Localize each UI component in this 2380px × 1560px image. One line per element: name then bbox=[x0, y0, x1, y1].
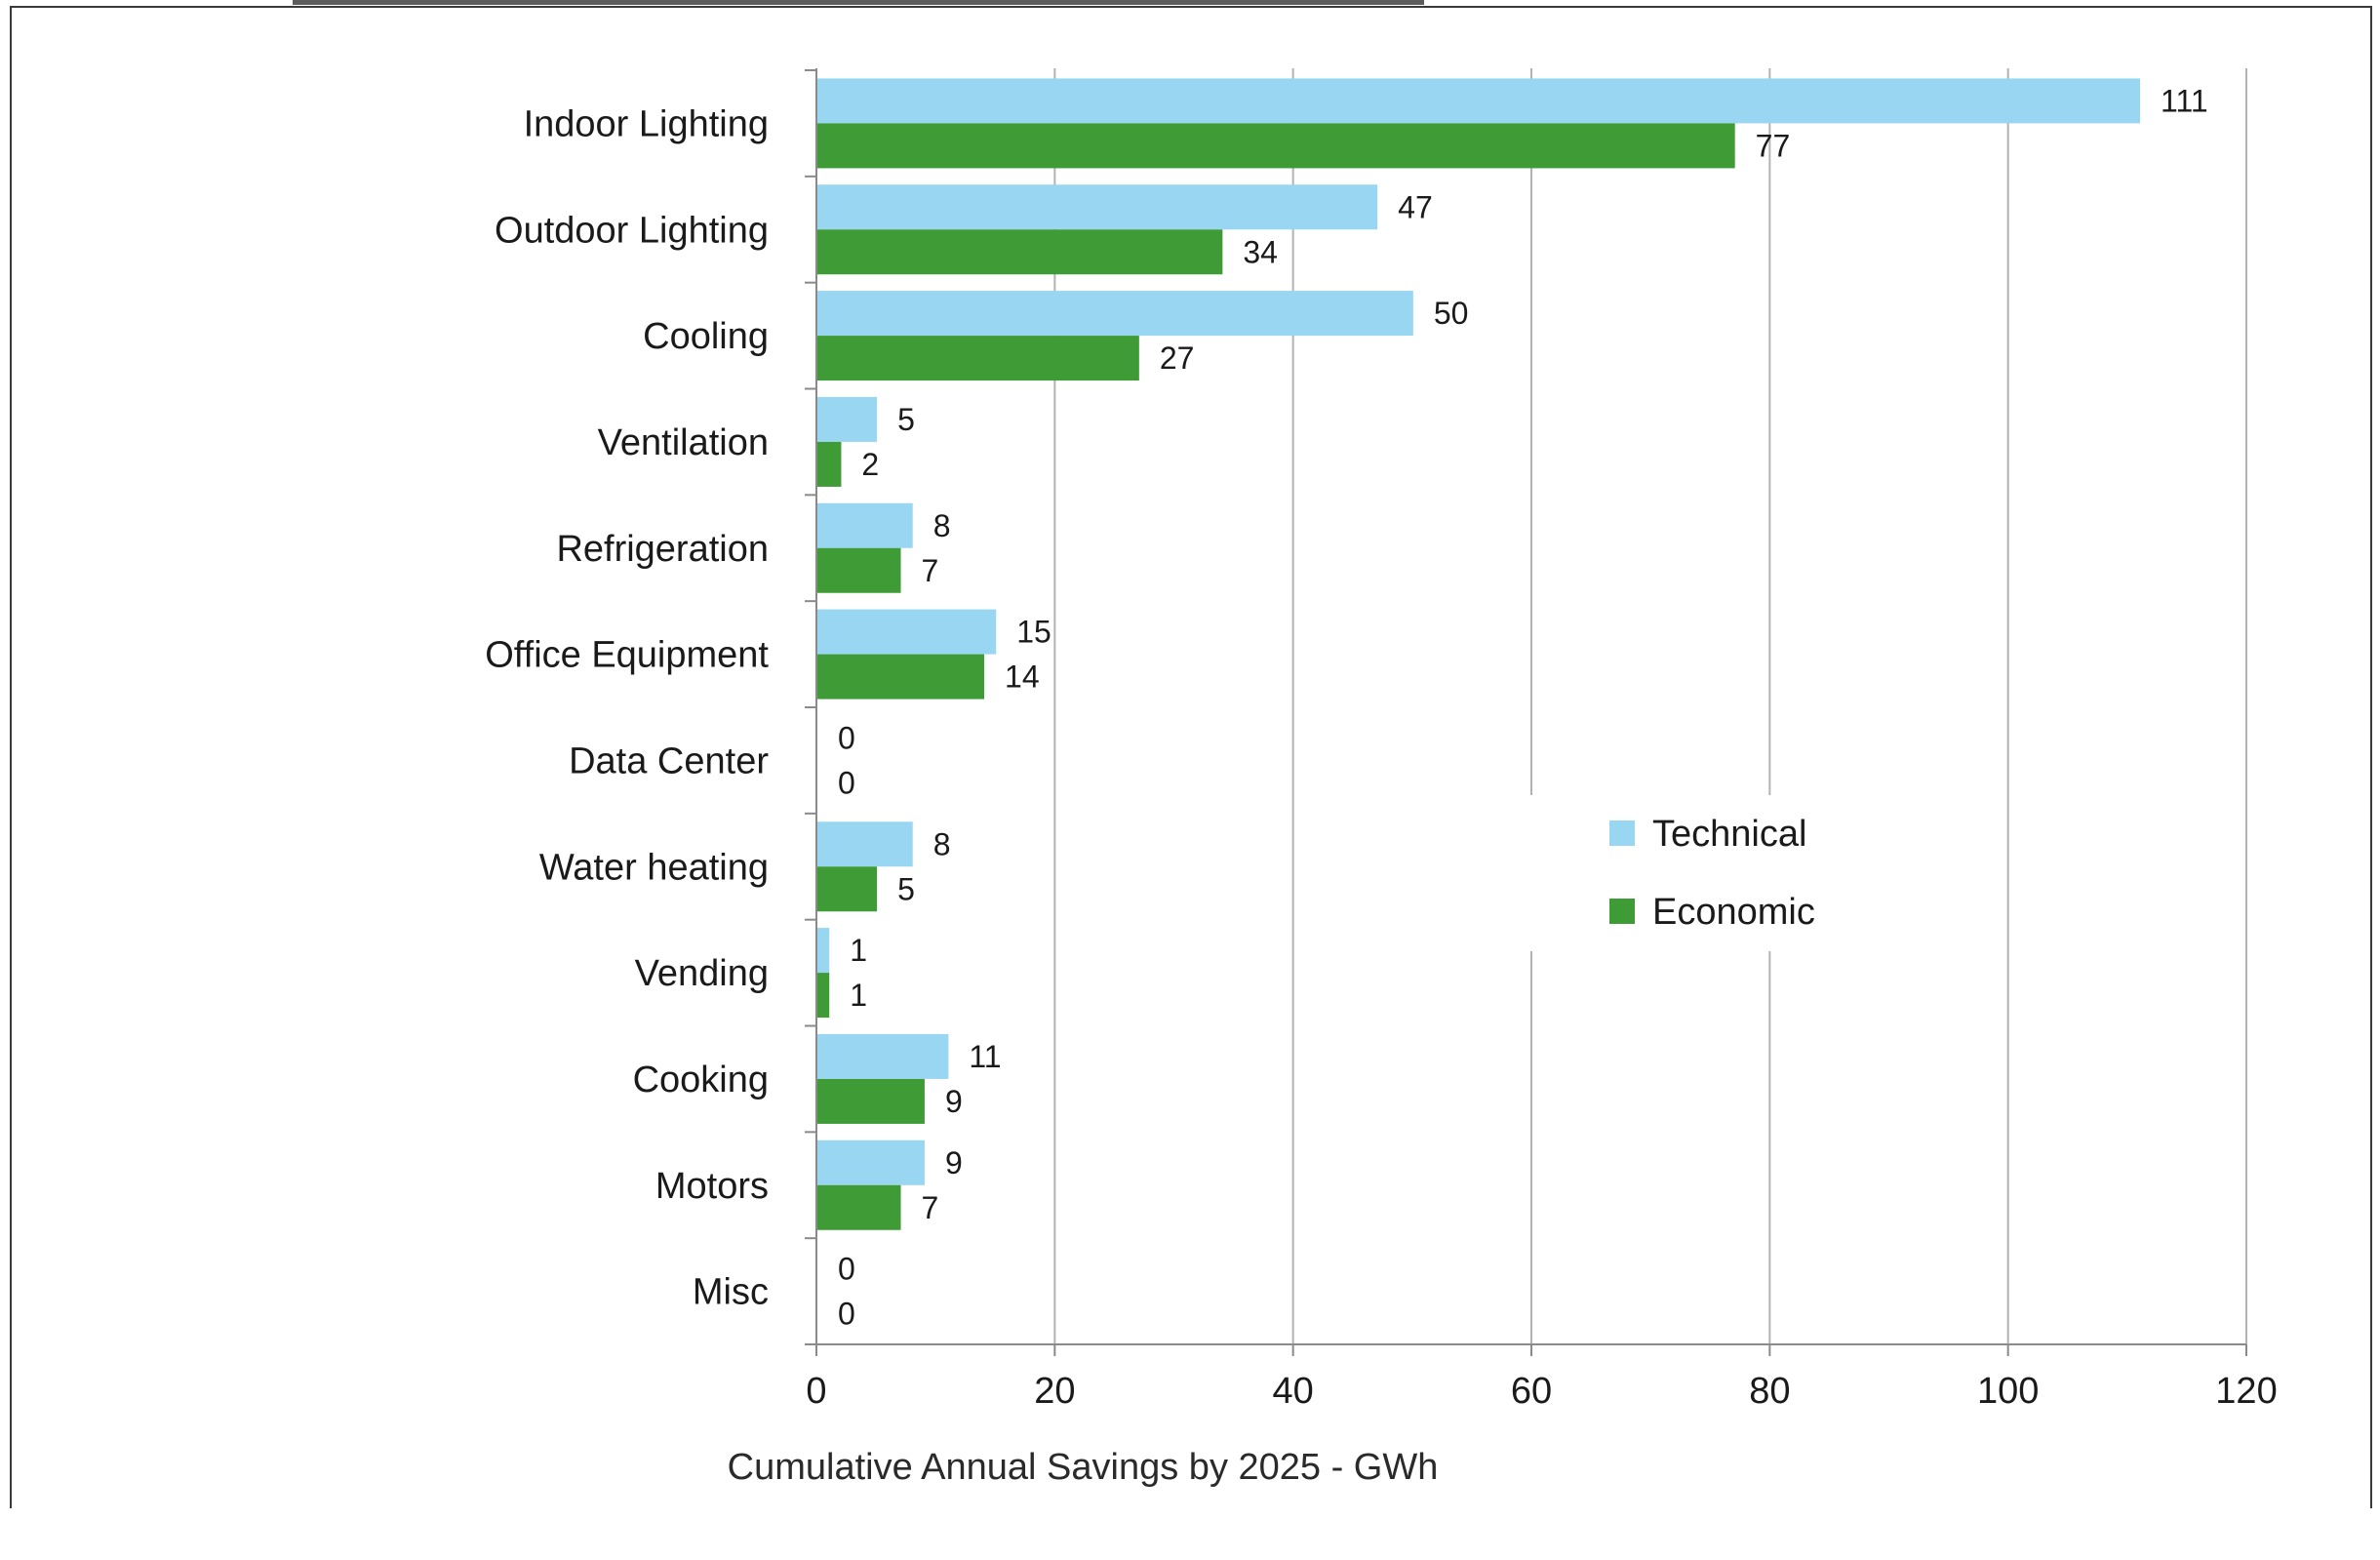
x-tick-label-0: 0 bbox=[806, 1371, 826, 1412]
gridlines bbox=[1053, 68, 2247, 1344]
value-label-economic-10: 7 bbox=[922, 1190, 939, 1225]
bar-technical-9 bbox=[817, 1033, 949, 1079]
bar-economic-0 bbox=[817, 123, 1735, 169]
value-label-technical-1: 47 bbox=[1398, 189, 1433, 224]
bar-economic-2 bbox=[817, 336, 1139, 381]
value-label-economic-11: 0 bbox=[838, 1297, 855, 1332]
value-label-economic-3: 2 bbox=[861, 447, 879, 482]
category-label-3: Ventilation bbox=[598, 422, 769, 463]
value-label-technical-3: 5 bbox=[897, 402, 915, 437]
value-label-technical-2: 50 bbox=[1434, 296, 1469, 331]
legend-label-technical: Technical bbox=[1652, 814, 1806, 855]
category-label-11: Misc bbox=[693, 1272, 769, 1313]
bar-economic-1 bbox=[817, 229, 1223, 275]
legend: Technical Economic bbox=[1512, 795, 1931, 951]
value-label-technical-8: 1 bbox=[850, 933, 867, 968]
frame-right-border bbox=[2370, 6, 2372, 1508]
legend-label-economic: Economic bbox=[1652, 892, 1815, 933]
category-label-9: Cooking bbox=[633, 1060, 769, 1100]
category-label-4: Refrigeration bbox=[556, 529, 769, 570]
value-label-technical-5: 15 bbox=[1016, 615, 1051, 650]
category-label-0: Indoor Lighting bbox=[524, 103, 769, 144]
value-label-economic-6: 0 bbox=[838, 765, 855, 800]
category-label-5: Office Equipment bbox=[485, 635, 769, 676]
x-tick-labels: 0 20 40 60 80 100 120 bbox=[806, 1371, 2277, 1412]
bar-technical-2 bbox=[817, 291, 1413, 337]
bar-technical-10 bbox=[817, 1140, 925, 1185]
bar-economic-7 bbox=[817, 866, 878, 912]
value-label-economic-1: 34 bbox=[1243, 234, 1278, 269]
value-label-technical-9: 11 bbox=[969, 1039, 1001, 1074]
bar-technical-8 bbox=[817, 928, 830, 974]
x-tick-label-20: 20 bbox=[1034, 1371, 1075, 1412]
legend-swatch-economic bbox=[1609, 899, 1635, 924]
bar-economic-10 bbox=[817, 1184, 901, 1230]
value-label-economic-9: 9 bbox=[945, 1084, 963, 1119]
legend-swatch-technical bbox=[1609, 820, 1635, 846]
category-label-6: Data Center bbox=[569, 740, 769, 781]
value-label-economic-4: 7 bbox=[922, 553, 939, 588]
bar-technical-4 bbox=[817, 502, 913, 548]
axes bbox=[805, 68, 2247, 1356]
category-label-10: Motors bbox=[655, 1166, 769, 1207]
value-label-technical-7: 8 bbox=[933, 826, 951, 861]
bar-economic-4 bbox=[817, 547, 901, 593]
x-tick-label-80: 80 bbox=[1749, 1371, 1790, 1412]
frame-top-border bbox=[10, 6, 2370, 8]
category-label-8: Vending bbox=[635, 953, 769, 994]
bar-technical-7 bbox=[817, 821, 913, 867]
category-label-2: Cooling bbox=[643, 316, 769, 357]
bar-economic-9 bbox=[817, 1078, 925, 1124]
x-tick-label-60: 60 bbox=[1511, 1371, 1552, 1412]
bar-economic-5 bbox=[817, 654, 985, 700]
category-label-1: Outdoor Lighting bbox=[495, 210, 769, 251]
value-label-technical-4: 8 bbox=[933, 508, 951, 543]
bar-technical-5 bbox=[817, 609, 997, 655]
value-label-economic-0: 77 bbox=[1756, 128, 1791, 163]
bar-economic-3 bbox=[817, 441, 842, 487]
bar-technical-0 bbox=[817, 78, 2141, 124]
x-tick-label-100: 100 bbox=[1977, 1371, 2039, 1412]
value-label-technical-11: 0 bbox=[838, 1252, 855, 1287]
top-border-sliver bbox=[293, 0, 1424, 5]
bar-economic-8 bbox=[817, 973, 830, 1019]
value-label-economic-5: 14 bbox=[1005, 660, 1040, 695]
bar-technical-3 bbox=[817, 396, 878, 442]
category-labels: Indoor Lighting Outdoor Lighting Cooling Ve… bbox=[485, 103, 769, 1312]
value-label-technical-10: 9 bbox=[945, 1145, 963, 1180]
value-label-economic-8: 1 bbox=[850, 978, 867, 1013]
value-label-technical-0: 111 bbox=[2161, 83, 2208, 118]
value-label-economic-2: 27 bbox=[1160, 340, 1195, 376]
x-axis-label: Cumulative Annual Savings by 2025 - GWh bbox=[728, 1447, 1439, 1488]
legend-background bbox=[1512, 795, 1931, 951]
bars bbox=[817, 78, 2141, 1230]
value-label-economic-7: 5 bbox=[897, 871, 915, 906]
bar-technical-1 bbox=[817, 184, 1378, 230]
category-label-7: Water heating bbox=[539, 847, 769, 888]
value-label-technical-6: 0 bbox=[838, 720, 855, 755]
frame-left-border bbox=[10, 6, 12, 1508]
x-tick-label-120: 120 bbox=[2215, 1371, 2277, 1412]
x-tick-label-40: 40 bbox=[1273, 1371, 1314, 1412]
